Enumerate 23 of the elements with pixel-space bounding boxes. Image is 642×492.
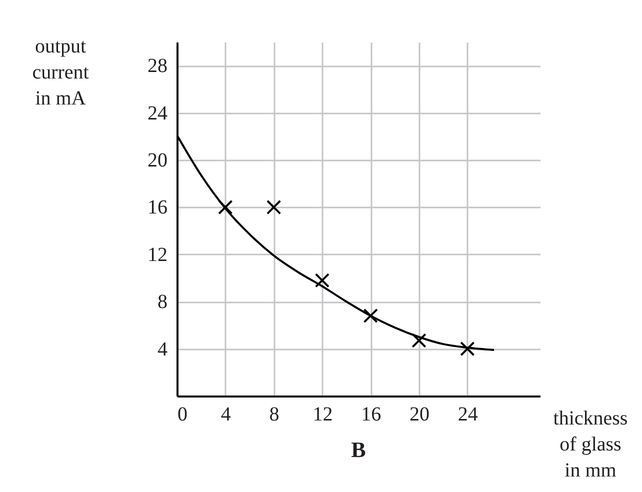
point bbox=[460, 341, 475, 356]
y-tick-label: 28 bbox=[148, 55, 168, 78]
point bbox=[412, 333, 426, 348]
x-tick-label: 20 bbox=[410, 404, 430, 426]
point bbox=[218, 200, 233, 215]
y-tick-label: 24 bbox=[148, 102, 168, 124]
y-tick-label: 12 bbox=[148, 244, 168, 266]
x-tick-label: 16 bbox=[361, 404, 382, 426]
x-tick-label: 12 bbox=[312, 404, 333, 426]
x-tick-label: 24 bbox=[458, 404, 478, 426]
y-tick-label: 4 bbox=[158, 338, 168, 360]
point bbox=[314, 273, 330, 288]
y-tick-label: 20 bbox=[148, 150, 168, 172]
y-tick-label: 8 bbox=[158, 291, 168, 314]
x-axis-title: thickness of glass in mm bbox=[553, 408, 628, 482]
x-tick-label: 4 bbox=[220, 404, 231, 426]
point bbox=[363, 308, 378, 324]
y-tick-label: 16 bbox=[148, 196, 168, 219]
x-tick-label: 8 bbox=[269, 404, 280, 426]
x-tick-label: 0 bbox=[178, 404, 188, 426]
point bbox=[266, 200, 282, 215]
text: B bbox=[351, 437, 366, 462]
y-axis-title: output current in mA bbox=[32, 36, 90, 110]
